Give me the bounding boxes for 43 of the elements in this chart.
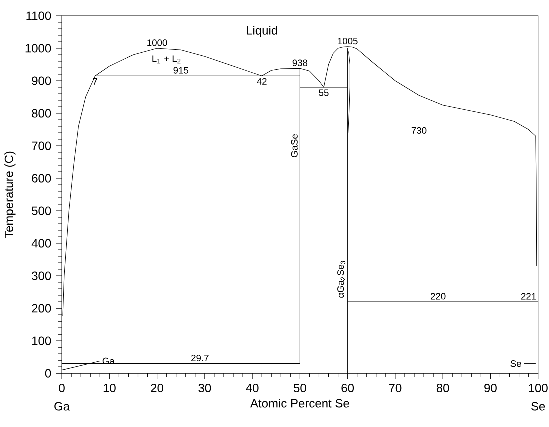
y-tick-label: 500 xyxy=(32,206,52,216)
annotation: 1000 xyxy=(148,40,168,46)
x-tick-label: 30 xyxy=(198,384,212,393)
annotation: 220 xyxy=(430,293,446,300)
annotation: 1005 xyxy=(338,38,358,45)
annotation: 29.7 xyxy=(192,354,209,362)
x-tick-label: 60 xyxy=(342,384,354,393)
annotation: 915 xyxy=(174,67,188,74)
x-tick-label: 50 xyxy=(294,384,306,393)
annotation: 730 xyxy=(412,127,427,134)
x-tick-label: 10 xyxy=(104,384,116,393)
x-tick-label: 70 xyxy=(389,384,402,393)
text: Ga xyxy=(54,402,70,411)
annotation: αGa$_{2}$Se$_{3}$ xyxy=(338,261,346,298)
annotation: 7 xyxy=(93,78,98,85)
annotation: Liquid xyxy=(247,26,278,38)
y-tick-label: 1100 xyxy=(26,12,52,20)
x-tick-label: 90 xyxy=(484,384,497,393)
annotation: 221 xyxy=(521,293,536,300)
annotation: L$_{1}$ + L$_{2}$ xyxy=(152,56,181,64)
y-tick-label: 300 xyxy=(32,272,52,280)
annotation: 55 xyxy=(319,90,329,96)
y-tick-label: 0 xyxy=(45,369,52,378)
x-tick-label: 80 xyxy=(436,384,450,393)
y-tick-label: 200 xyxy=(32,304,52,313)
y-tick-label: 600 xyxy=(32,174,52,183)
x-axis-title: Atomic Percent Se xyxy=(250,398,350,408)
y-axis-title: Temperature (C) xyxy=(4,152,16,238)
y-tick-label: 900 xyxy=(32,76,52,86)
annotation: 938 xyxy=(292,60,308,66)
y-tick-label: 100 xyxy=(32,336,52,346)
x-tick-label: 40 xyxy=(246,384,259,393)
x-tick-label: 100 xyxy=(529,384,548,393)
x-tick-label: 0 xyxy=(59,384,65,393)
x-tick-label: 20 xyxy=(151,384,164,393)
annotation: GaSe xyxy=(291,134,298,158)
y-tick-label: 800 xyxy=(32,109,52,118)
y-tick-label: 400 xyxy=(32,239,52,248)
y-tick-label: 1000 xyxy=(26,44,52,53)
y-tick-label: 700 xyxy=(32,142,52,150)
text: Se xyxy=(532,402,546,411)
annotation: Se xyxy=(510,360,522,368)
annotation: 42 xyxy=(257,78,267,85)
